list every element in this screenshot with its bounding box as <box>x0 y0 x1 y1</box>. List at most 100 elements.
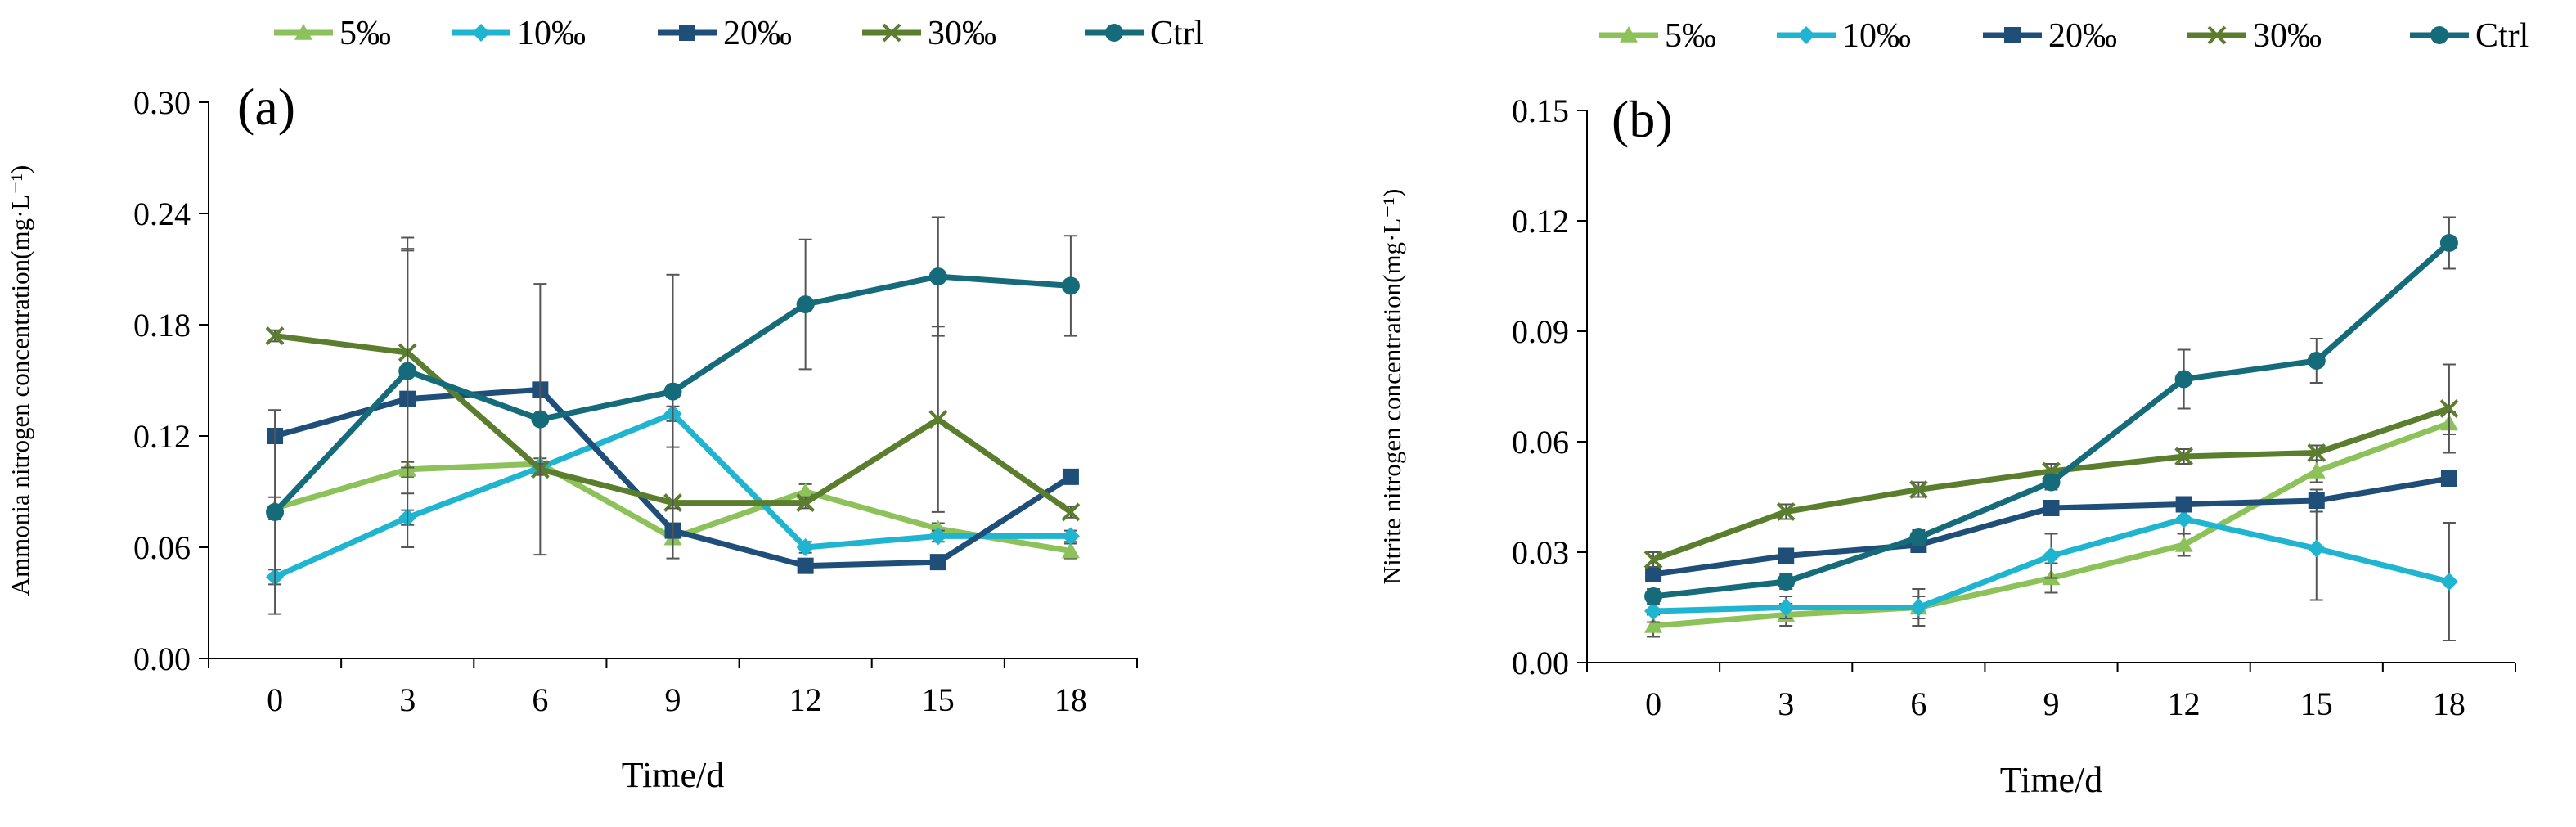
data-point <box>1061 527 1080 546</box>
x-tick-label: 6 <box>1910 685 1926 722</box>
y-tick-label: 0.30 <box>133 84 191 121</box>
x-tick-label: 18 <box>1054 681 1087 718</box>
data-point <box>2042 473 2061 492</box>
data-point <box>531 410 550 429</box>
legend-label: 5‰ <box>1665 17 1716 55</box>
data-point <box>1644 587 1663 605</box>
data-point <box>928 410 948 429</box>
data-point <box>663 382 682 401</box>
legend-marker <box>882 23 901 43</box>
data-point-stroke <box>2307 443 2326 462</box>
data-point <box>1908 480 1928 499</box>
legend-item: Ctrl <box>2410 17 2529 55</box>
y-tick-label: 0.12 <box>133 418 191 455</box>
data-point <box>1061 542 1080 559</box>
data-point <box>1061 276 1080 295</box>
y-tick-label: 0.06 <box>133 529 191 566</box>
legend-marker <box>1797 26 1815 44</box>
panel-label: (b) <box>1612 90 1673 148</box>
y-tick-label: 0.00 <box>133 640 191 677</box>
y-tick-label: 0.03 <box>1512 534 1569 571</box>
legend-marker <box>2430 26 2448 44</box>
data-point <box>1776 502 1796 521</box>
legend-item: 5‰ <box>1599 17 1716 55</box>
data-point <box>929 554 946 571</box>
data-point <box>2043 500 2060 516</box>
x-tick-label: 18 <box>2433 685 2466 722</box>
legend-item: 10‰ <box>452 15 586 52</box>
data-point <box>1777 598 1796 617</box>
x-tick-label: 15 <box>922 681 955 718</box>
series-Ctrl <box>1644 216 2458 605</box>
legend-item: 20‰ <box>658 15 792 52</box>
data-point <box>928 267 947 286</box>
data-point-stroke <box>796 493 816 513</box>
data-point <box>2174 510 2193 528</box>
data-point <box>2307 462 2326 479</box>
y-tick-label: 0.24 <box>133 196 191 232</box>
y-tick-label: 0.09 <box>1512 313 1569 350</box>
legend-marker <box>294 24 312 40</box>
legend-label: 10‰ <box>517 15 586 52</box>
data-point-stroke <box>1776 502 1796 521</box>
legend-label: Ctrl <box>2475 17 2529 55</box>
legend-marker <box>679 25 695 41</box>
data-point <box>2174 370 2193 389</box>
data-point <box>1777 573 1796 591</box>
data-point <box>928 527 947 546</box>
data-point-stroke <box>1061 502 1081 522</box>
x-tick-label: 15 <box>2300 685 2333 722</box>
legend-marker-stroke <box>2207 25 2227 45</box>
data-point <box>796 493 816 513</box>
y-tick-label: 0.06 <box>1512 424 1569 461</box>
legend: 5‰ 10‰ 20‰ 30‰ Ctrl <box>274 15 1203 52</box>
x-axis-label: Time/d <box>2000 760 2103 800</box>
data-point <box>2440 470 2457 487</box>
y-tick-label: 0.18 <box>133 307 191 344</box>
data-point <box>1062 468 1079 485</box>
legend-label: Ctrl <box>1150 15 1203 52</box>
data-point-stroke <box>928 410 948 429</box>
data-point <box>2308 492 2325 509</box>
legend-item: Ctrl <box>1085 15 1203 52</box>
legend-label: 30‰ <box>928 15 996 52</box>
data-point <box>2307 352 2326 370</box>
legend-item: 20‰ <box>1983 17 2117 55</box>
chart-panel-a: 0.00 0.06 0.12 0.18 0.24 0.30 0 3 6 9 12 15 18 Time/d… <box>6 15 1203 795</box>
y-tick-label: 0.12 <box>1512 203 1569 240</box>
data-point-stroke <box>1908 480 1928 499</box>
x-tick-label: 9 <box>665 681 681 718</box>
data-point <box>265 326 285 346</box>
data-point <box>796 295 815 314</box>
legend-label: 30‰ <box>2253 17 2322 55</box>
x-tick-label: 0 <box>1645 685 1661 722</box>
legend-marker <box>472 24 490 42</box>
legend-marker <box>2004 27 2021 43</box>
x-tick-label: 6 <box>532 681 548 718</box>
x-tick-label: 12 <box>2168 685 2201 722</box>
data-point <box>796 483 815 499</box>
data-point <box>1061 502 1081 522</box>
data-point <box>266 502 285 521</box>
data-point <box>2174 447 2194 466</box>
data-point <box>797 557 814 574</box>
legend-label: 10‰ <box>1842 17 1911 55</box>
data-point <box>398 362 417 380</box>
data-point <box>2439 234 2458 252</box>
data-point <box>1643 550 1663 569</box>
x-tick-label: 3 <box>1778 685 1794 722</box>
data-point <box>1909 598 1928 617</box>
legend-marker <box>2207 25 2227 45</box>
x-tick-label: 0 <box>267 681 283 718</box>
data-point-stroke <box>2439 399 2459 418</box>
data-point <box>1909 528 1928 546</box>
data-point-stroke <box>265 326 285 346</box>
data-point <box>796 538 815 556</box>
legend-item: 30‰ <box>862 15 996 52</box>
data-point-stroke <box>2174 447 2194 466</box>
x-axis-label: Time/d <box>622 755 725 795</box>
data-point <box>2307 539 2326 558</box>
data-point <box>1644 602 1663 620</box>
